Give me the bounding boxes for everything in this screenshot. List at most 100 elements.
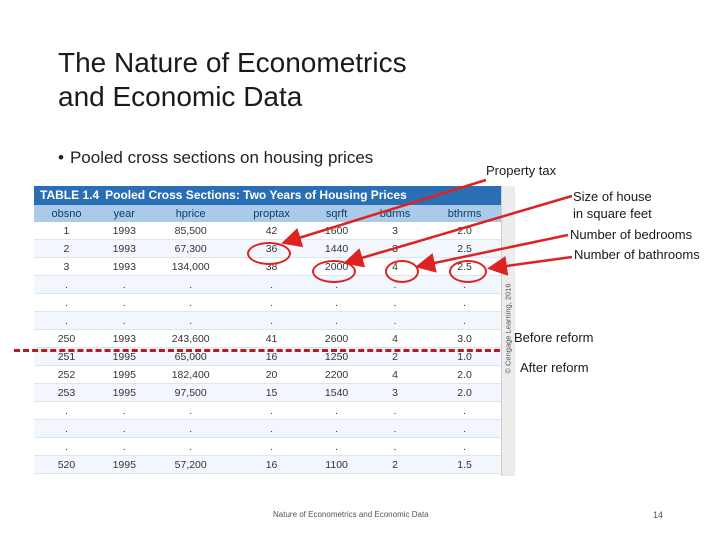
cell-bthrms: . <box>428 437 501 456</box>
table-row: ....... <box>34 311 501 330</box>
bthrms-circle <box>449 260 487 283</box>
callout-after-reform: After reform <box>520 360 589 375</box>
bullet-marker: • <box>58 148 64 167</box>
table-row: ....... <box>34 293 501 312</box>
cell-obsno: 1 <box>34 222 99 240</box>
cell-obsno: . <box>34 311 99 330</box>
cell-proptax: . <box>231 311 312 330</box>
callout-size: Size of house in square feet <box>573 188 652 222</box>
cell-year: 1993 <box>98 239 150 258</box>
table-row: 251 1995 65,000 16 1250 2 1.0 <box>34 347 501 366</box>
bullet-text: Pooled cross sections on housing prices <box>69 148 374 167</box>
cell-bdrms: 3 <box>361 383 429 402</box>
cell-sqrft: . <box>311 311 362 330</box>
callout-size-line-2: in square feet <box>573 206 652 221</box>
cell-hprice: 134,000 <box>149 257 232 276</box>
table-row: ....... <box>34 275 501 294</box>
col-header-hprice: hprice <box>149 205 232 222</box>
cell-bdrms: 3 <box>361 239 429 258</box>
cell-bdrms: 3 <box>361 222 429 240</box>
bullet-point: • Pooled cross sections on housing prices <box>58 148 373 168</box>
cell-obsno: 3 <box>34 257 99 276</box>
cell-proptax: 42 <box>231 222 312 240</box>
cell-bdrms: . <box>361 419 429 438</box>
cell-obsno: 251 <box>34 347 99 366</box>
table-row: ....... <box>34 401 501 420</box>
cell-bthrms: 1.5 <box>428 455 501 474</box>
table-title: Pooled Cross Sections: Two Years of Hous… <box>105 188 407 202</box>
cell-bdrms: . <box>361 437 429 456</box>
sidebar-strip: © Cengage Learning, 2016 <box>501 186 515 476</box>
col-header-proptax: proptax <box>231 205 312 222</box>
cell-year: . <box>98 437 150 456</box>
cell-sqrft: 1100 <box>311 455 362 474</box>
cell-hprice: 67,300 <box>149 239 232 258</box>
cell-bdrms: 2 <box>361 347 429 366</box>
cell-sqrft: 2600 <box>311 329 362 348</box>
col-header-obsno: obsno <box>34 205 99 222</box>
table-header-row: obsno year hprice proptax sqrft bdrms bt… <box>34 205 501 222</box>
cell-year: . <box>98 401 150 420</box>
cell-sqrft: . <box>311 293 362 312</box>
slide-title-line-1: The Nature of Econometrics <box>58 47 407 78</box>
cell-bdrms: . <box>361 293 429 312</box>
cell-proptax: . <box>231 293 312 312</box>
cell-bthrms: 1.0 <box>428 347 501 366</box>
slide-title: The Nature of Econometrics and Economic … <box>58 46 407 114</box>
callout-before-reform: Before reform <box>514 330 594 345</box>
cell-sqrft: 1540 <box>311 383 362 402</box>
cell-proptax: . <box>231 401 312 420</box>
table-row: 520 1995 57,200 16 1100 2 1.5 <box>34 455 501 474</box>
cell-obsno: . <box>34 293 99 312</box>
cell-year: . <box>98 275 150 294</box>
cell-proptax: 41 <box>231 329 312 348</box>
sqrft-circle <box>312 260 356 283</box>
cell-obsno: . <box>34 275 99 294</box>
cell-hprice: . <box>149 401 232 420</box>
cell-obsno: . <box>34 419 99 438</box>
cell-bthrms: . <box>428 275 501 294</box>
cell-hprice: 85,500 <box>149 222 232 240</box>
cell-hprice: . <box>149 419 232 438</box>
cell-obsno: 253 <box>34 383 99 402</box>
table-row: 253 1995 97,500 15 1540 3 2.0 <box>34 383 501 402</box>
copyright-credit: © Cengage Learning, 2016 <box>503 283 513 374</box>
cell-sqrft: 1600 <box>311 222 362 240</box>
cell-hprice: . <box>149 437 232 456</box>
cell-proptax: . <box>231 275 312 294</box>
cell-proptax: 15 <box>231 383 312 402</box>
cell-hprice: 97,500 <box>149 383 232 402</box>
cell-proptax: . <box>231 419 312 438</box>
cell-proptax: 20 <box>231 365 312 384</box>
col-header-bthrms: bthrms <box>428 205 501 222</box>
cell-year: 1995 <box>98 455 150 474</box>
cell-year: 1995 <box>98 383 150 402</box>
cell-hprice: . <box>149 293 232 312</box>
cell-hprice: . <box>149 275 232 294</box>
table-row: 250 1993 243,600 41 2600 4 3.0 <box>34 329 501 348</box>
cell-year: . <box>98 293 150 312</box>
page-number: 14 <box>653 510 664 520</box>
proptax-circle <box>247 242 291 265</box>
cell-year: 1993 <box>98 257 150 276</box>
col-header-year: year <box>98 205 150 222</box>
callout-property-tax: Property tax <box>486 163 557 178</box>
cell-proptax: 16 <box>231 347 312 366</box>
callout-size-line-1: Size of house <box>573 189 652 204</box>
cell-hprice: 182,400 <box>149 365 232 384</box>
cell-bdrms: 4 <box>361 365 429 384</box>
cell-year: 1995 <box>98 365 150 384</box>
cell-obsno: 250 <box>34 329 99 348</box>
cell-year: . <box>98 311 150 330</box>
cell-obsno: . <box>34 437 99 456</box>
cell-bthrms: 2.0 <box>428 383 501 402</box>
table-caption: TABLE 1.4 Pooled Cross Sections: Two Year… <box>34 186 501 205</box>
housing-table: TABLE 1.4 Pooled Cross Sections: Two Year… <box>34 186 501 476</box>
cell-year: 1995 <box>98 347 150 366</box>
cell-obsno: 2 <box>34 239 99 258</box>
cell-bthrms: 3.0 <box>428 329 501 348</box>
cell-bdrms: 4 <box>361 329 429 348</box>
slide-title-line-2: and Economic Data <box>58 81 303 112</box>
col-header-bdrms: bdrms <box>361 205 429 222</box>
cell-obsno: 252 <box>34 365 99 384</box>
